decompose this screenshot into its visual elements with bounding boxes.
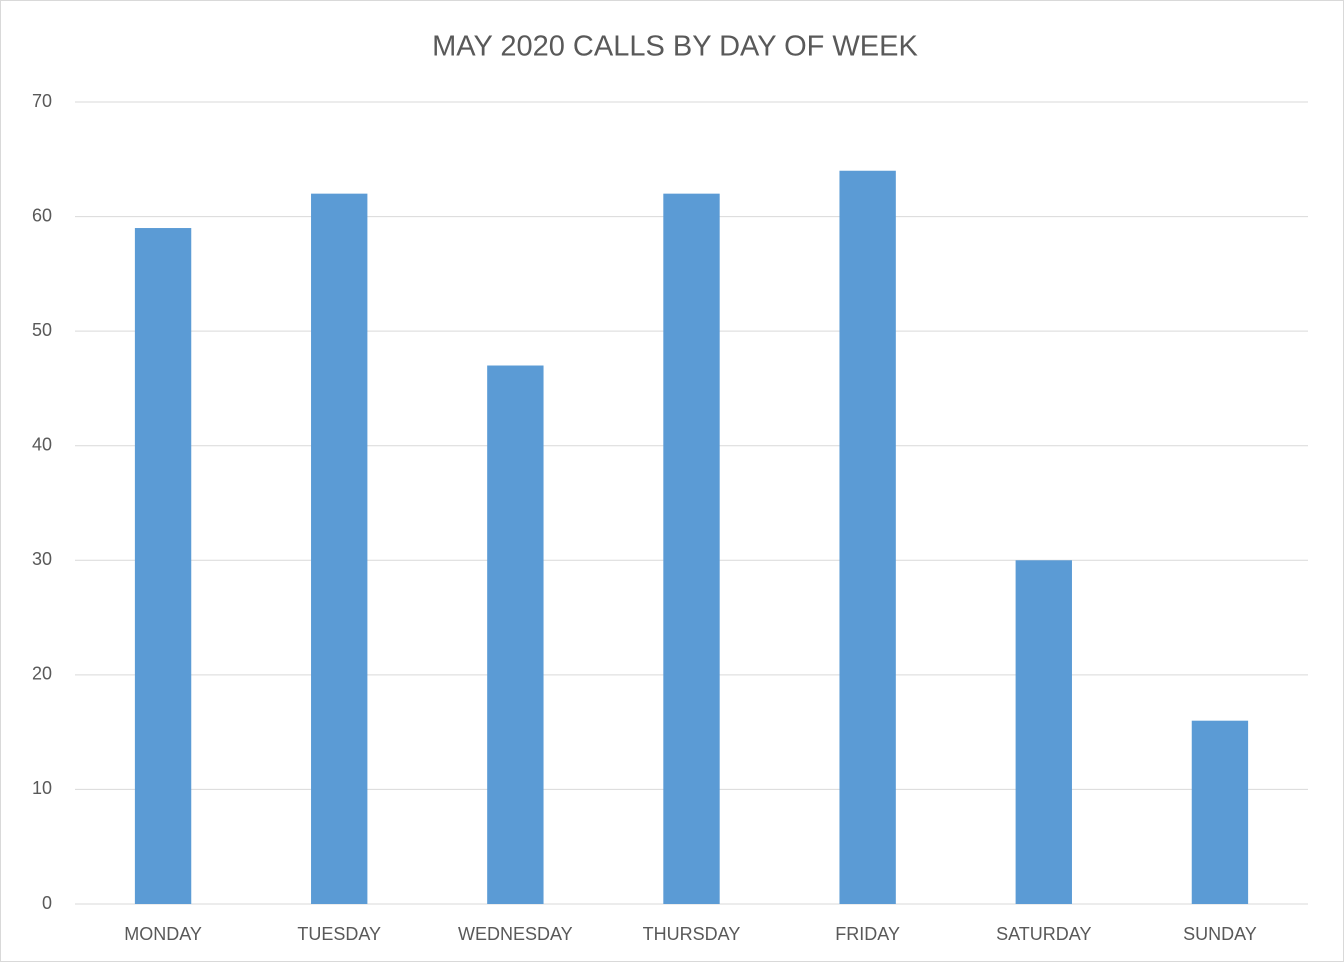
x-tick-label: FRIDAY (835, 924, 900, 944)
x-tick-label: MONDAY (124, 924, 202, 944)
bar (839, 170, 896, 904)
y-tick-label: 60 (32, 205, 52, 225)
y-tick-label: 70 (32, 91, 52, 111)
y-tick-label: 30 (32, 549, 52, 569)
x-tick-label: TUESDAY (297, 924, 381, 944)
bar (1015, 560, 1072, 904)
bar (134, 228, 192, 904)
y-tick-label: 40 (32, 434, 52, 454)
bar (1191, 720, 1249, 904)
y-tick-label: 50 (32, 320, 52, 340)
bar (311, 193, 368, 904)
y-tick-label: 0 (42, 893, 52, 913)
chart-title: MAY 2020 CALLS BY DAY OF WEEK (432, 31, 918, 63)
x-tick-label: WEDNESDAY (458, 924, 573, 944)
bar (487, 365, 544, 904)
y-tick-label: 10 (32, 778, 52, 798)
x-tick-label: SUNDAY (1183, 924, 1257, 944)
y-tick-label: 20 (32, 664, 52, 684)
x-tick-label: THURSDAY (643, 924, 741, 944)
x-tick-label: SATURDAY (996, 924, 1091, 944)
bar (663, 193, 720, 904)
